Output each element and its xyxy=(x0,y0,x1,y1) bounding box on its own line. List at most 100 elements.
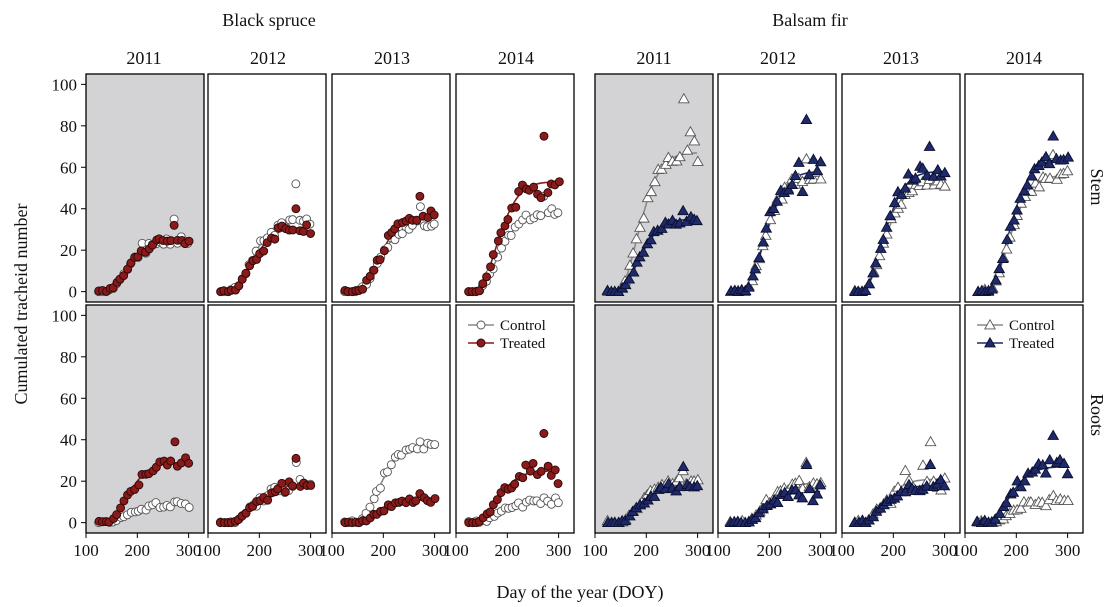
treated-point xyxy=(429,210,439,220)
treated-point xyxy=(539,429,549,438)
treated-point xyxy=(1004,220,1017,231)
species-title-black-spruce: Black spruce xyxy=(222,10,315,30)
x-tick-label: 300 xyxy=(808,541,834,560)
chart-panel xyxy=(594,73,714,303)
control-point xyxy=(630,232,643,244)
treated-point xyxy=(921,169,934,180)
control-point xyxy=(386,460,396,470)
treated-point xyxy=(514,187,524,196)
treated-point xyxy=(554,177,564,187)
control-point xyxy=(536,211,546,221)
treated-point xyxy=(1018,474,1031,486)
treated-point xyxy=(782,183,795,195)
treated-point xyxy=(909,172,922,183)
control-point xyxy=(365,502,375,512)
chart-panel: 100 200 300 xyxy=(319,304,451,560)
control-point xyxy=(1033,180,1046,192)
panel-frame xyxy=(841,304,961,534)
treated-point xyxy=(989,273,1002,285)
treated-point xyxy=(677,204,690,216)
treated-point xyxy=(1062,151,1075,162)
x-tick-label: 300 xyxy=(546,541,572,560)
panel-frame xyxy=(455,73,575,303)
treated-point xyxy=(1047,130,1060,141)
control-point xyxy=(641,191,654,203)
treated-point xyxy=(627,266,640,277)
treated-point xyxy=(369,265,379,275)
control-point xyxy=(814,172,827,184)
treated-point xyxy=(867,510,880,522)
y-axis-label: Cumulated tracheid number xyxy=(11,204,31,405)
control-point xyxy=(637,212,650,223)
treated-point xyxy=(771,496,784,507)
tissue-label-roots: Roots xyxy=(1087,394,1107,436)
y-tick-label: 60 xyxy=(60,389,77,408)
treated-point xyxy=(796,491,809,503)
x-tick-label: 100 xyxy=(705,541,731,560)
treated-point xyxy=(807,494,819,506)
x-tick-label: 100 xyxy=(952,541,978,560)
control-point xyxy=(873,249,886,261)
treated-point xyxy=(1018,184,1031,196)
x-tick-label: 100 xyxy=(582,541,608,560)
legend-label-control: Control xyxy=(500,318,546,334)
panel-frame xyxy=(594,73,714,303)
treated-point xyxy=(379,506,389,516)
panel-frame xyxy=(964,73,1084,303)
x-tick-label: 200 xyxy=(247,541,273,560)
treated-point xyxy=(1000,496,1013,508)
control-point xyxy=(184,502,194,512)
treated-point xyxy=(746,269,759,281)
legend-marker xyxy=(476,320,486,330)
x-tick-label: 300 xyxy=(932,541,958,560)
control-point xyxy=(800,152,813,164)
y-tick-label: 20 xyxy=(60,241,77,260)
treated-point xyxy=(1039,150,1052,162)
x-tick-label: 300 xyxy=(176,541,202,560)
chart-panel xyxy=(455,73,575,303)
panel-background xyxy=(86,305,204,533)
panel-frame xyxy=(594,304,714,534)
chart-panel xyxy=(207,73,327,303)
treated-point xyxy=(1008,214,1020,225)
treated-point xyxy=(375,255,385,265)
panel-frame xyxy=(455,304,575,534)
treated-point xyxy=(478,279,488,289)
control-point xyxy=(375,483,385,493)
legend-marker xyxy=(984,318,996,330)
treated-point xyxy=(993,262,1006,274)
control-point xyxy=(677,92,690,104)
treated-point xyxy=(1011,204,1023,215)
control-point xyxy=(369,494,379,504)
treated-point xyxy=(677,460,690,472)
treated-point xyxy=(923,140,936,151)
panel-background xyxy=(332,305,450,533)
treated-point xyxy=(786,178,799,190)
treated-point xyxy=(170,437,180,447)
treated-point xyxy=(525,466,535,476)
treated-point xyxy=(259,246,269,256)
chart-panel: 0 20 40 60 80 100 xyxy=(52,73,205,303)
treated-point xyxy=(803,482,816,494)
panel-frame xyxy=(841,73,961,303)
chart-panel: 100 200 300 xyxy=(195,304,327,560)
treated-point xyxy=(485,507,495,517)
treated-point xyxy=(753,251,766,263)
tissue-label-stem: Stem xyxy=(1087,168,1107,205)
treated-point xyxy=(306,480,316,490)
treated-point xyxy=(543,461,553,471)
y-tick-label: 40 xyxy=(60,200,77,219)
legend-marker xyxy=(476,338,486,348)
control-point xyxy=(415,437,425,447)
y-tick-label: 100 xyxy=(52,306,78,325)
treated-point xyxy=(1014,192,1027,203)
treated-point xyxy=(358,284,368,294)
treated-point xyxy=(116,503,125,513)
treated-point xyxy=(789,169,802,181)
x-tick-label: 200 xyxy=(881,541,907,560)
control-point xyxy=(684,125,697,137)
treated-point xyxy=(859,284,872,295)
treated-point xyxy=(796,185,809,197)
treated-point xyxy=(1043,157,1056,169)
